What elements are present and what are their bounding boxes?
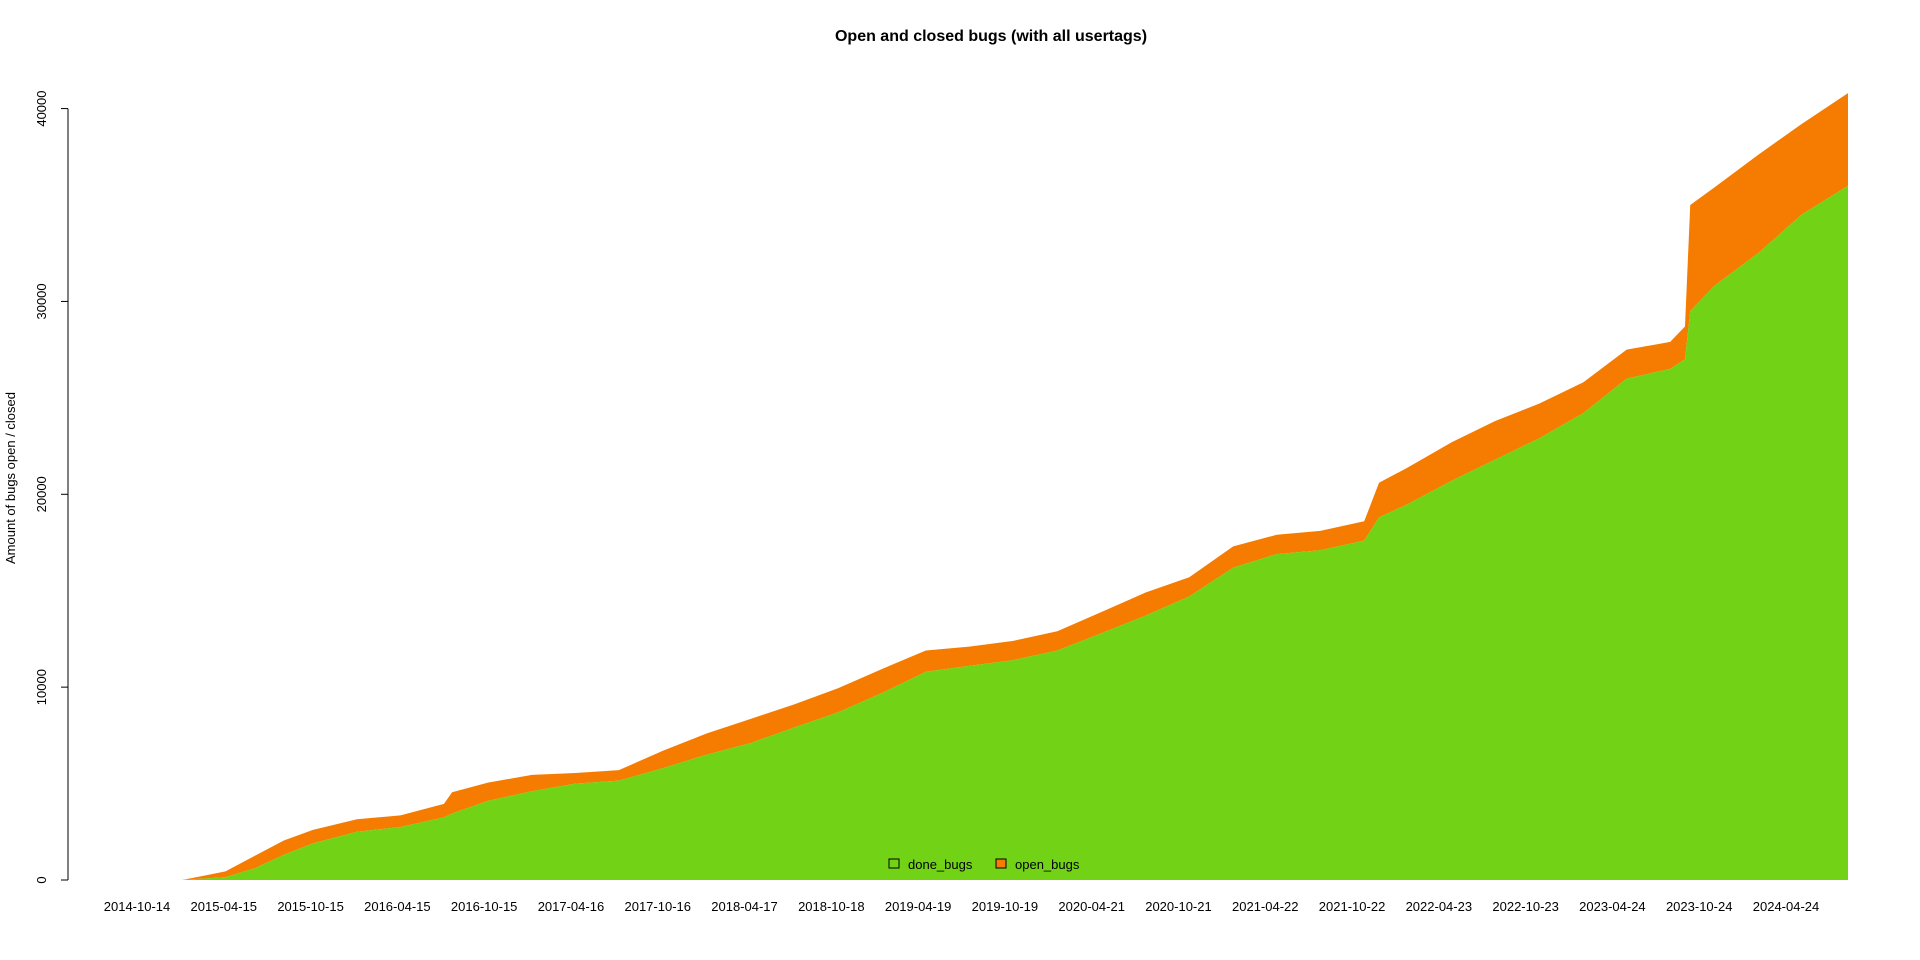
x-tick-label: 2019-10-19: [972, 899, 1039, 914]
plot-area: [138, 93, 1848, 880]
legend-label-done-bugs: done_bugs: [908, 857, 973, 872]
y-tick-label: 30000: [34, 283, 49, 319]
x-tick-label: 2021-04-22: [1232, 899, 1299, 914]
x-tick-label: 2016-04-15: [364, 899, 431, 914]
x-tick-label: 2024-04-24: [1753, 899, 1820, 914]
x-tick-label: 2019-04-19: [885, 899, 952, 914]
legend: done_bugs open_bugs: [888, 857, 1080, 872]
x-tick-label: 2018-10-18: [798, 899, 865, 914]
x-tick-label: 2022-04-23: [1406, 899, 1473, 914]
x-tick-label: 2020-04-21: [1058, 899, 1125, 914]
x-tick-label: 2020-10-21: [1145, 899, 1212, 914]
legend-swatch-open-bugs: [995, 858, 1007, 869]
x-tick-label: 2015-04-15: [191, 899, 258, 914]
y-tick-label: 20000: [34, 476, 49, 512]
legend-swatch-done-bugs: [888, 858, 900, 869]
y-tick-label: 0: [34, 876, 49, 883]
x-tick-label: 2023-04-24: [1579, 899, 1646, 914]
x-axis: 2014-10-14 2015-04-15 2015-10-15 2016-04-15…: [104, 899, 1820, 914]
legend-label-open-bugs: open_bugs: [1015, 857, 1080, 872]
y-axis: 0 10000 20000 30000 40000: [34, 90, 69, 884]
x-tick-label: 2023-10-24: [1666, 899, 1733, 914]
x-tick-label: 2017-04-16: [538, 899, 605, 914]
chart-title: Open and closed bugs (with all usertags): [835, 28, 1147, 45]
x-tick-label: 2017-10-16: [624, 899, 691, 914]
x-tick-label: 2015-10-15: [277, 899, 344, 914]
x-tick-label: 2021-10-22: [1319, 899, 1386, 914]
x-tick-label: 2014-10-14: [104, 899, 171, 914]
y-axis-label: Amount of bugs open / closed: [3, 392, 18, 564]
x-tick-label: 2022-10-23: [1492, 899, 1559, 914]
x-tick-label: 2018-04-17: [711, 899, 778, 914]
y-tick-label: 40000: [34, 90, 49, 126]
y-tick-label: 10000: [34, 669, 49, 705]
x-tick-label: 2016-10-15: [451, 899, 518, 914]
area-done-bugs: [138, 185, 1848, 880]
